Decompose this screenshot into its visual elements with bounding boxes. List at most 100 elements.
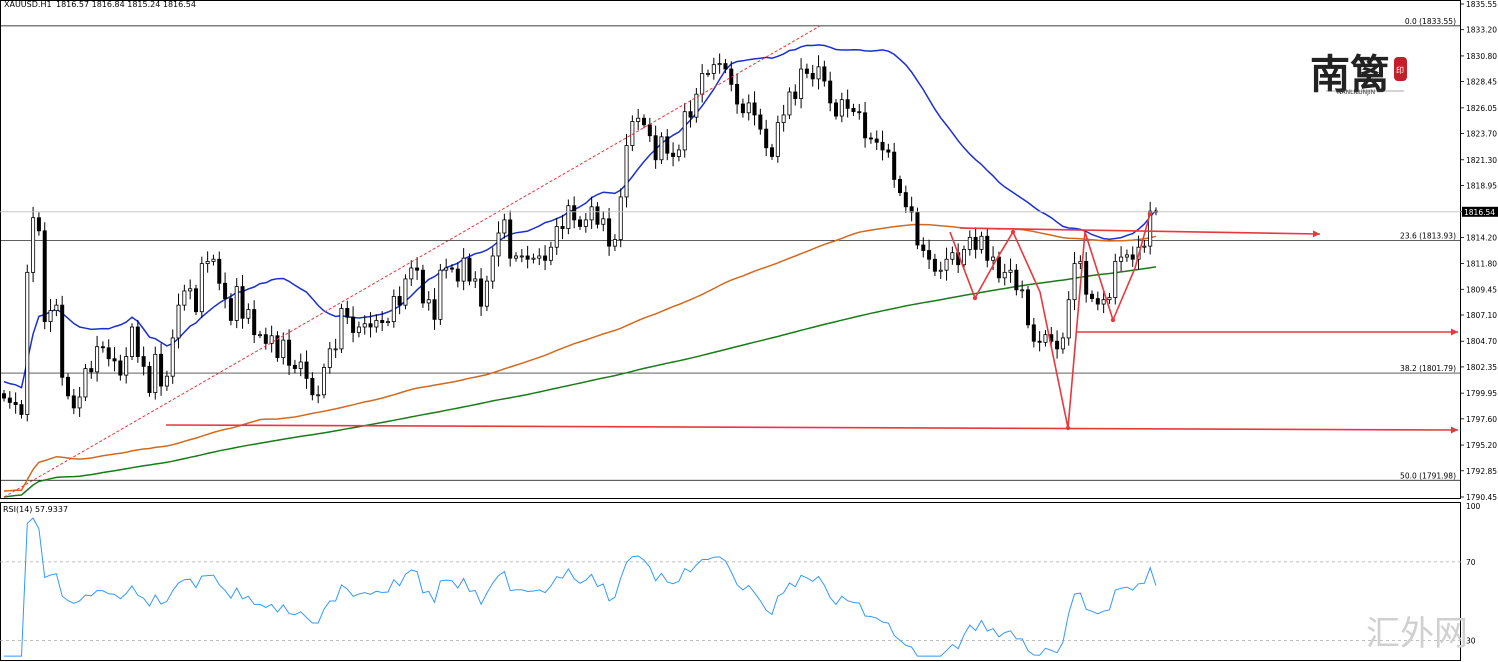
candle-body xyxy=(804,68,809,74)
candle-body xyxy=(48,310,53,322)
candle-body xyxy=(676,149,681,157)
candle-body xyxy=(880,141,885,151)
fibonacci-levels: 0.0 (1833.55) 23.6 (1813.93) 38.2 (1801.79… xyxy=(0,17,1461,481)
rsi-pane: 100 70 30 xyxy=(0,502,1481,657)
candle-body xyxy=(799,68,804,99)
price-tick-label: 1807.10 xyxy=(1466,311,1497,320)
price-tick-label: 1826.05 xyxy=(1466,104,1497,113)
moving-average-50 xyxy=(3,44,1157,389)
candle-body xyxy=(473,278,478,282)
candle-body xyxy=(89,368,94,373)
chart-header-symbol: XAUUSD.H1 xyxy=(4,0,52,9)
candle-body xyxy=(711,64,716,74)
price-pane-frame xyxy=(0,0,1461,499)
candle-body xyxy=(543,255,548,261)
candle-body xyxy=(746,102,751,114)
seal-stamp-icon xyxy=(1394,57,1407,81)
candle-body xyxy=(816,66,821,80)
candle-body xyxy=(455,268,460,282)
candle-body xyxy=(316,394,321,397)
candle-body xyxy=(1107,297,1112,301)
candle-body xyxy=(909,206,914,213)
candle-body xyxy=(996,256,1001,279)
candle-body xyxy=(106,347,111,360)
candle-body xyxy=(688,111,693,118)
candle-body xyxy=(112,358,117,362)
candle-body xyxy=(1072,263,1077,301)
candle-body xyxy=(583,219,588,227)
candle-body xyxy=(1060,337,1065,350)
candle-body xyxy=(927,250,932,260)
price-tick-label: 1818.95 xyxy=(1466,181,1497,190)
candle-body xyxy=(2,393,7,399)
candle-body xyxy=(159,353,164,387)
candles xyxy=(2,53,1159,422)
candle-body xyxy=(269,335,274,344)
candle-body xyxy=(19,404,24,415)
wave-pivot-marker xyxy=(972,295,978,301)
candle-body xyxy=(1043,334,1048,343)
candle-body xyxy=(339,308,344,350)
candle-body xyxy=(554,226,559,248)
candle-body xyxy=(973,236,978,250)
candle-body xyxy=(851,107,856,113)
candle-body xyxy=(822,66,827,82)
candle-body xyxy=(764,128,769,149)
candle-body xyxy=(263,334,268,344)
candle-body xyxy=(1090,293,1095,299)
candle-body xyxy=(432,299,437,320)
candle-body xyxy=(467,257,472,282)
candle-body xyxy=(153,353,158,394)
candle-body xyxy=(484,280,489,307)
fib-level-label: 38.2 (1801.79) xyxy=(1400,364,1456,373)
candle-body xyxy=(659,136,664,161)
candle-body xyxy=(653,135,658,161)
price-tick-label: 1821.30 xyxy=(1466,156,1497,165)
candle-body xyxy=(281,339,286,359)
annotations xyxy=(3,25,1459,498)
candle-body xyxy=(612,239,617,247)
candle-body xyxy=(228,298,233,321)
candle-body xyxy=(461,257,466,282)
wave-pivot-marker xyxy=(1110,317,1116,323)
wave-pivot-marker xyxy=(1010,229,1016,235)
price-tick-label: 1804.70 xyxy=(1466,337,1497,346)
candle-body xyxy=(525,255,530,260)
candle-body xyxy=(141,356,146,367)
candle-body xyxy=(124,356,129,376)
candle-body xyxy=(647,124,652,137)
candle-body xyxy=(356,326,361,333)
price-tick-label: 1792.85 xyxy=(1466,467,1497,476)
candle-body xyxy=(118,360,123,376)
wave-pattern-line xyxy=(949,213,1151,429)
candle-body xyxy=(548,246,553,261)
candle-body xyxy=(566,205,571,230)
candle-body xyxy=(1037,340,1042,343)
price-tick-label: 1830.80 xyxy=(1466,52,1497,61)
candle-body xyxy=(868,137,873,140)
candle-body xyxy=(490,255,495,282)
candle-body xyxy=(1130,254,1135,260)
candle-body xyxy=(36,217,41,232)
moving-average-200 xyxy=(3,266,1157,498)
candle-body xyxy=(385,321,390,324)
moving-average-100 xyxy=(3,223,1157,492)
wave-pivot-marker xyxy=(1065,425,1071,431)
current-price-box xyxy=(1462,206,1498,217)
candle-body xyxy=(211,258,216,262)
candle-body xyxy=(164,375,169,387)
candle-body xyxy=(444,267,449,271)
brand-logo: 南篱 印 NANLILUNJIN xyxy=(1310,51,1407,98)
candle-body xyxy=(735,83,740,105)
chart-header-ohlc: 1816.57 1816.84 1815.24 1816.54 xyxy=(56,0,196,9)
candle-body xyxy=(845,99,850,109)
candle-body xyxy=(147,365,152,394)
candle-body xyxy=(828,80,833,104)
site-watermark: 汇外网 xyxy=(1366,614,1468,654)
candle-body xyxy=(967,236,972,250)
trend-channel-line xyxy=(3,25,821,498)
candle-body xyxy=(176,304,181,339)
candle-body xyxy=(642,117,647,126)
candle-body xyxy=(391,296,396,322)
candle-body xyxy=(298,361,303,369)
